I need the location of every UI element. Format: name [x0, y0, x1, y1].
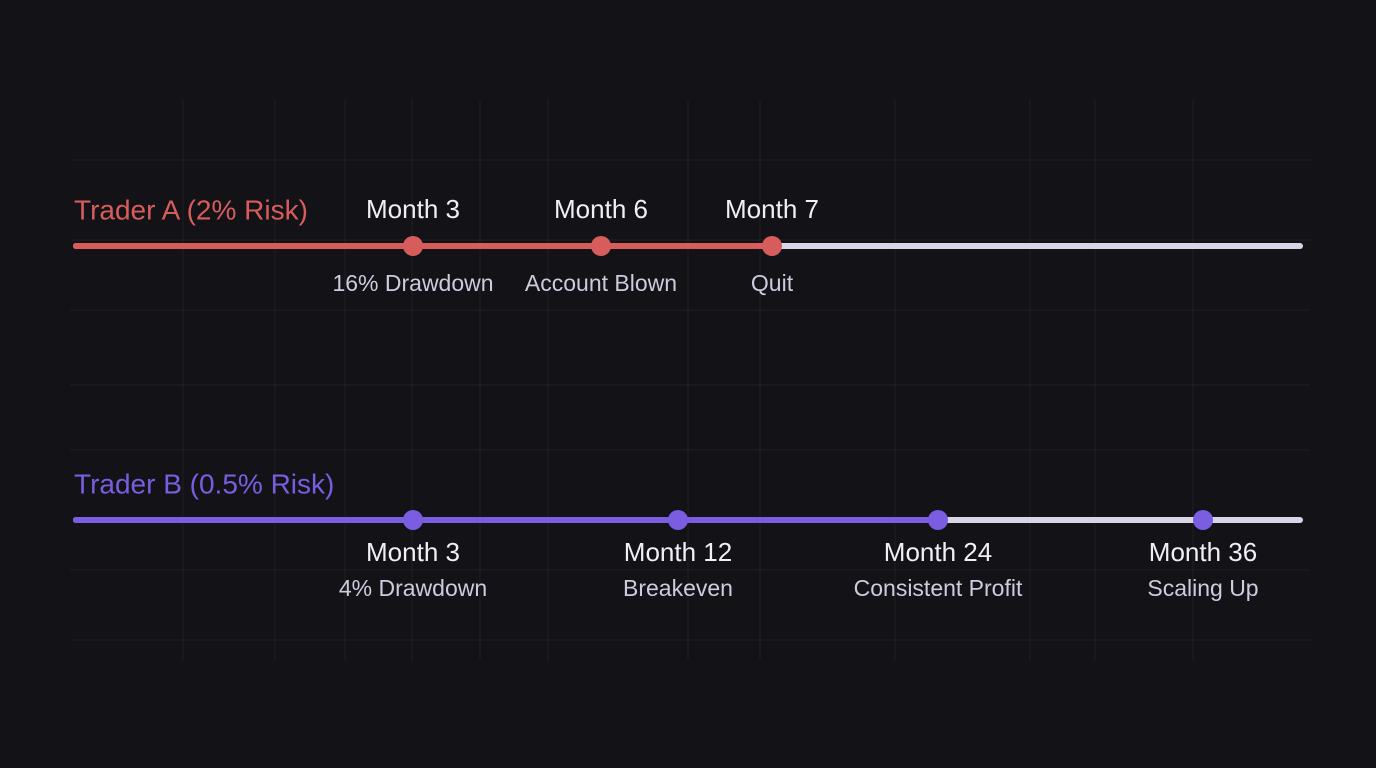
milestone-dot: [403, 510, 423, 530]
milestone-note: Quit: [751, 270, 794, 296]
background-grid: [70, 100, 1310, 660]
milestone-note: 16% Drawdown: [332, 270, 493, 296]
milestone-month: Month 6: [554, 194, 648, 224]
milestone-month: Month 3: [366, 537, 460, 567]
milestone-note: Scaling Up: [1147, 575, 1258, 601]
milestone-dot: [762, 236, 782, 256]
milestone-dot: [668, 510, 688, 530]
milestone-month: Month 24: [884, 537, 992, 567]
milestone-dot: [928, 510, 948, 530]
timeline-title: Trader B (0.5% Risk): [74, 468, 334, 499]
milestone-note: Consistent Profit: [854, 575, 1023, 601]
milestone-dot: [1193, 510, 1213, 530]
milestone-month: Month 12: [624, 537, 732, 567]
milestone-month: Month 36: [1149, 537, 1257, 567]
milestone-dot: [403, 236, 423, 256]
milestone-note: Breakeven: [623, 575, 733, 601]
milestone-month: Month 7: [725, 194, 819, 224]
milestone-dot: [591, 236, 611, 256]
timeline-title: Trader A (2% Risk): [74, 194, 308, 225]
timelines: Trader A (2% Risk) Month 3 16% Drawdown Mon…: [73, 194, 1303, 601]
milestone-note: 4% Drawdown: [339, 575, 487, 601]
milestone-note: Account Blown: [525, 270, 677, 296]
milestone-month: Month 3: [366, 194, 460, 224]
